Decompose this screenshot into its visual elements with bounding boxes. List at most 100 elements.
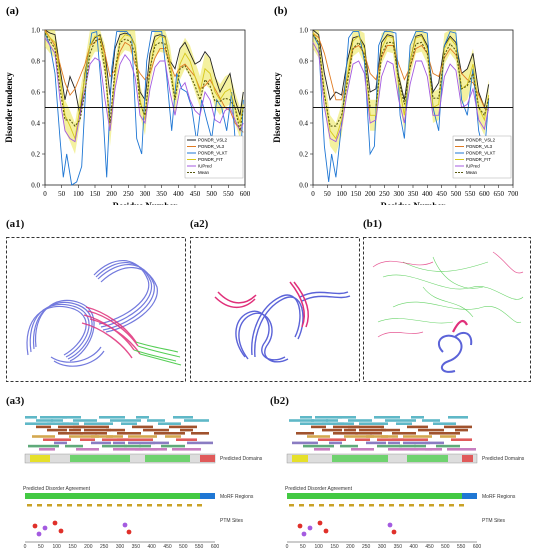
panel-label-a2: (a2) (190, 218, 209, 230)
legend-label: PONDR_VLXT (198, 151, 228, 156)
prediction-segment (396, 422, 412, 425)
x-tick-label: 50 (58, 190, 66, 198)
prediction-segment (191, 432, 209, 435)
x-tick-label: 150 (90, 190, 101, 198)
x-tick-label: 400 (147, 544, 156, 550)
prediction-segment (113, 441, 125, 445)
prediction-segment (136, 416, 149, 419)
y-tick-label: 0.2 (299, 151, 308, 159)
prediction-segment (128, 435, 157, 438)
label-morf-regions: MoRF Regions (482, 494, 516, 500)
ptm-site-marker (391, 529, 397, 535)
prediction-segment (411, 416, 424, 419)
prediction-segment (326, 419, 338, 422)
prediction-segment (106, 435, 123, 438)
label-disorder-agreement: Predicted Disorder Agreement (23, 486, 91, 492)
x-tick-label: 350 (156, 190, 167, 198)
prediction-segment (73, 425, 95, 429)
morf-segment (389, 504, 394, 507)
x-tick-label: 200 (106, 190, 117, 198)
prediction-segment (322, 428, 342, 432)
prediction-segment (370, 425, 384, 429)
x-tick-label: 400 (409, 544, 418, 550)
disorder-profile-a3: Predicted Domains MoRF Regions PTM Sites… (23, 416, 263, 550)
prediction-segment (40, 416, 67, 419)
prediction-segment (180, 428, 193, 432)
prediction-segment (333, 425, 360, 429)
prediction-segment (32, 435, 55, 438)
panel-label-a: (a) (6, 5, 19, 17)
prediction-segment (318, 438, 346, 441)
prediction-segment (150, 441, 169, 445)
y-tick-label: 0.6 (31, 89, 40, 97)
prediction-segment (143, 428, 169, 432)
prediction-segment (73, 419, 97, 422)
prediction-segment (418, 428, 444, 432)
prediction-segment (425, 441, 444, 445)
prediction-segment (99, 416, 125, 419)
morf-segment (319, 504, 324, 507)
prediction-segment (451, 438, 472, 441)
prediction-segment (169, 425, 197, 429)
prediction-segment (139, 438, 153, 441)
prediction-segment (165, 435, 181, 438)
y-tick-label: 0.2 (31, 151, 40, 159)
morf-segment (127, 504, 132, 507)
morf-segment (299, 504, 304, 507)
prediction-segment (370, 432, 382, 435)
x-tick-label: 500 (179, 544, 188, 550)
x-tick-label: 450 (163, 544, 172, 550)
x-tick-label: 50 (300, 544, 306, 550)
y-tick-label: 0.4 (299, 120, 308, 128)
x-tick-label: 550 (223, 190, 234, 198)
legend-label: PONDR_VL3 (198, 144, 225, 149)
prediction-segment (303, 444, 334, 448)
ptm-site-marker (52, 520, 58, 526)
ptm-site-marker (58, 528, 64, 534)
prediction-segment (95, 425, 109, 429)
morf-segment (399, 504, 404, 507)
prediction-segment (422, 419, 440, 422)
prediction-segment (84, 428, 111, 432)
prediction-segment (344, 435, 374, 438)
morf-segment (107, 504, 112, 507)
ensemble-strands-green (133, 341, 182, 366)
morf-segment (27, 504, 32, 507)
x-tick-label: 250 (362, 544, 371, 550)
structure-ensemble-b1 (363, 237, 531, 382)
prediction-tracks (24, 416, 216, 543)
prediction-segment (184, 419, 209, 422)
prediction-segment (444, 425, 472, 429)
prediction-segment (399, 444, 416, 448)
morf-segment (359, 504, 364, 507)
x-tick-label: 100 (52, 544, 61, 550)
x-tick-label: 250 (379, 190, 390, 198)
x-tick-label: 300 (116, 544, 125, 550)
prediction-segment (359, 428, 386, 432)
disorder-profile-b2: Predicted Domains MoRF Regions PTM Sites… (285, 416, 525, 550)
morf-segment (97, 504, 102, 507)
y-tick-label: 0.6 (299, 89, 308, 97)
prediction-segment (25, 422, 55, 425)
ptm-site-marker (301, 531, 307, 537)
x-tick-label: 50 (324, 190, 332, 198)
morf-segment (137, 504, 142, 507)
ensemble-strands-pink (81, 306, 141, 359)
prediction-segment (25, 416, 37, 419)
prediction-segment (348, 425, 370, 429)
series-line-iupred (312, 42, 490, 143)
x-tick-label: 300 (393, 190, 404, 198)
legend-label: PONDR_FIT (466, 157, 491, 162)
morf-segment (187, 504, 192, 507)
prediction-segment (76, 448, 99, 451)
x-tick-label: 350 (408, 190, 419, 198)
domain-segment (407, 455, 448, 462)
prediction-segment (147, 419, 165, 422)
morf-segment (449, 504, 454, 507)
x-tick-label: 400 (422, 190, 433, 198)
legend-label: IUPred (198, 164, 212, 169)
prediction-segment (392, 432, 416, 435)
prediction-segment (47, 422, 69, 425)
prediction-segment (117, 438, 139, 441)
prediction-segment (58, 425, 85, 429)
